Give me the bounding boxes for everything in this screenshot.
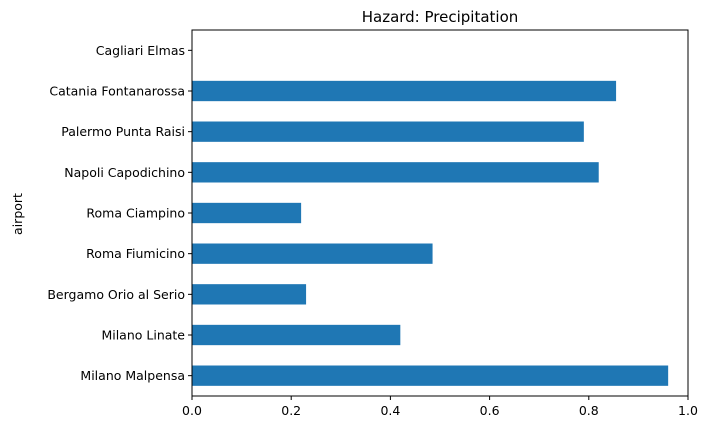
bar-palermo-punta-raisi (192, 121, 584, 142)
y-tick-label: Roma Ciampino (86, 206, 185, 221)
y-tick-label: Napoli Capodichino (64, 165, 185, 180)
x-tick-label: 0.6 (480, 403, 500, 418)
x-tick-label: 0.8 (579, 403, 599, 418)
bars-group (192, 80, 669, 386)
plot-frame (191, 29, 689, 397)
x-tick-label: 0.0 (182, 403, 202, 418)
x-tick-label: 1.0 (678, 403, 698, 418)
x-ticks: 0.0 0.2 0.4 0.6 0.8 1.0 (182, 396, 698, 418)
bar-roma-fiumicino (192, 243, 433, 264)
x-tick-label: 0.4 (380, 403, 400, 418)
y-axis-title: airport (10, 193, 25, 235)
bar-milano-malpensa (192, 365, 669, 386)
y-tick-label: Catania Fontanarossa (49, 84, 185, 99)
y-tick-label: Milano Malpensa (80, 368, 185, 383)
bar-roma-ciampino (192, 202, 302, 224)
bar-milano-linate (192, 324, 401, 346)
y-tick-label: Bergamo Orio al Serio (47, 287, 185, 302)
y-tick-label: Palermo Punta Raisi (61, 124, 185, 139)
bar-catania-fontanarossa (192, 80, 617, 102)
y-tick-label: Roma Fiumicino (86, 246, 185, 261)
y-tick-labels: Milano Malpensa Milano Linate Bergamo Orio… (47, 43, 192, 383)
y-tick-label: Cagliari Elmas (96, 43, 185, 58)
x-tick-label: 0.2 (281, 403, 301, 418)
chart-title: Hazard: Precipitation (362, 8, 519, 26)
y-tick-label: Milano Linate (101, 328, 185, 343)
bar-bergamo-orio-al-serio (192, 284, 307, 305)
bar-napoli-capodichino (192, 162, 599, 183)
